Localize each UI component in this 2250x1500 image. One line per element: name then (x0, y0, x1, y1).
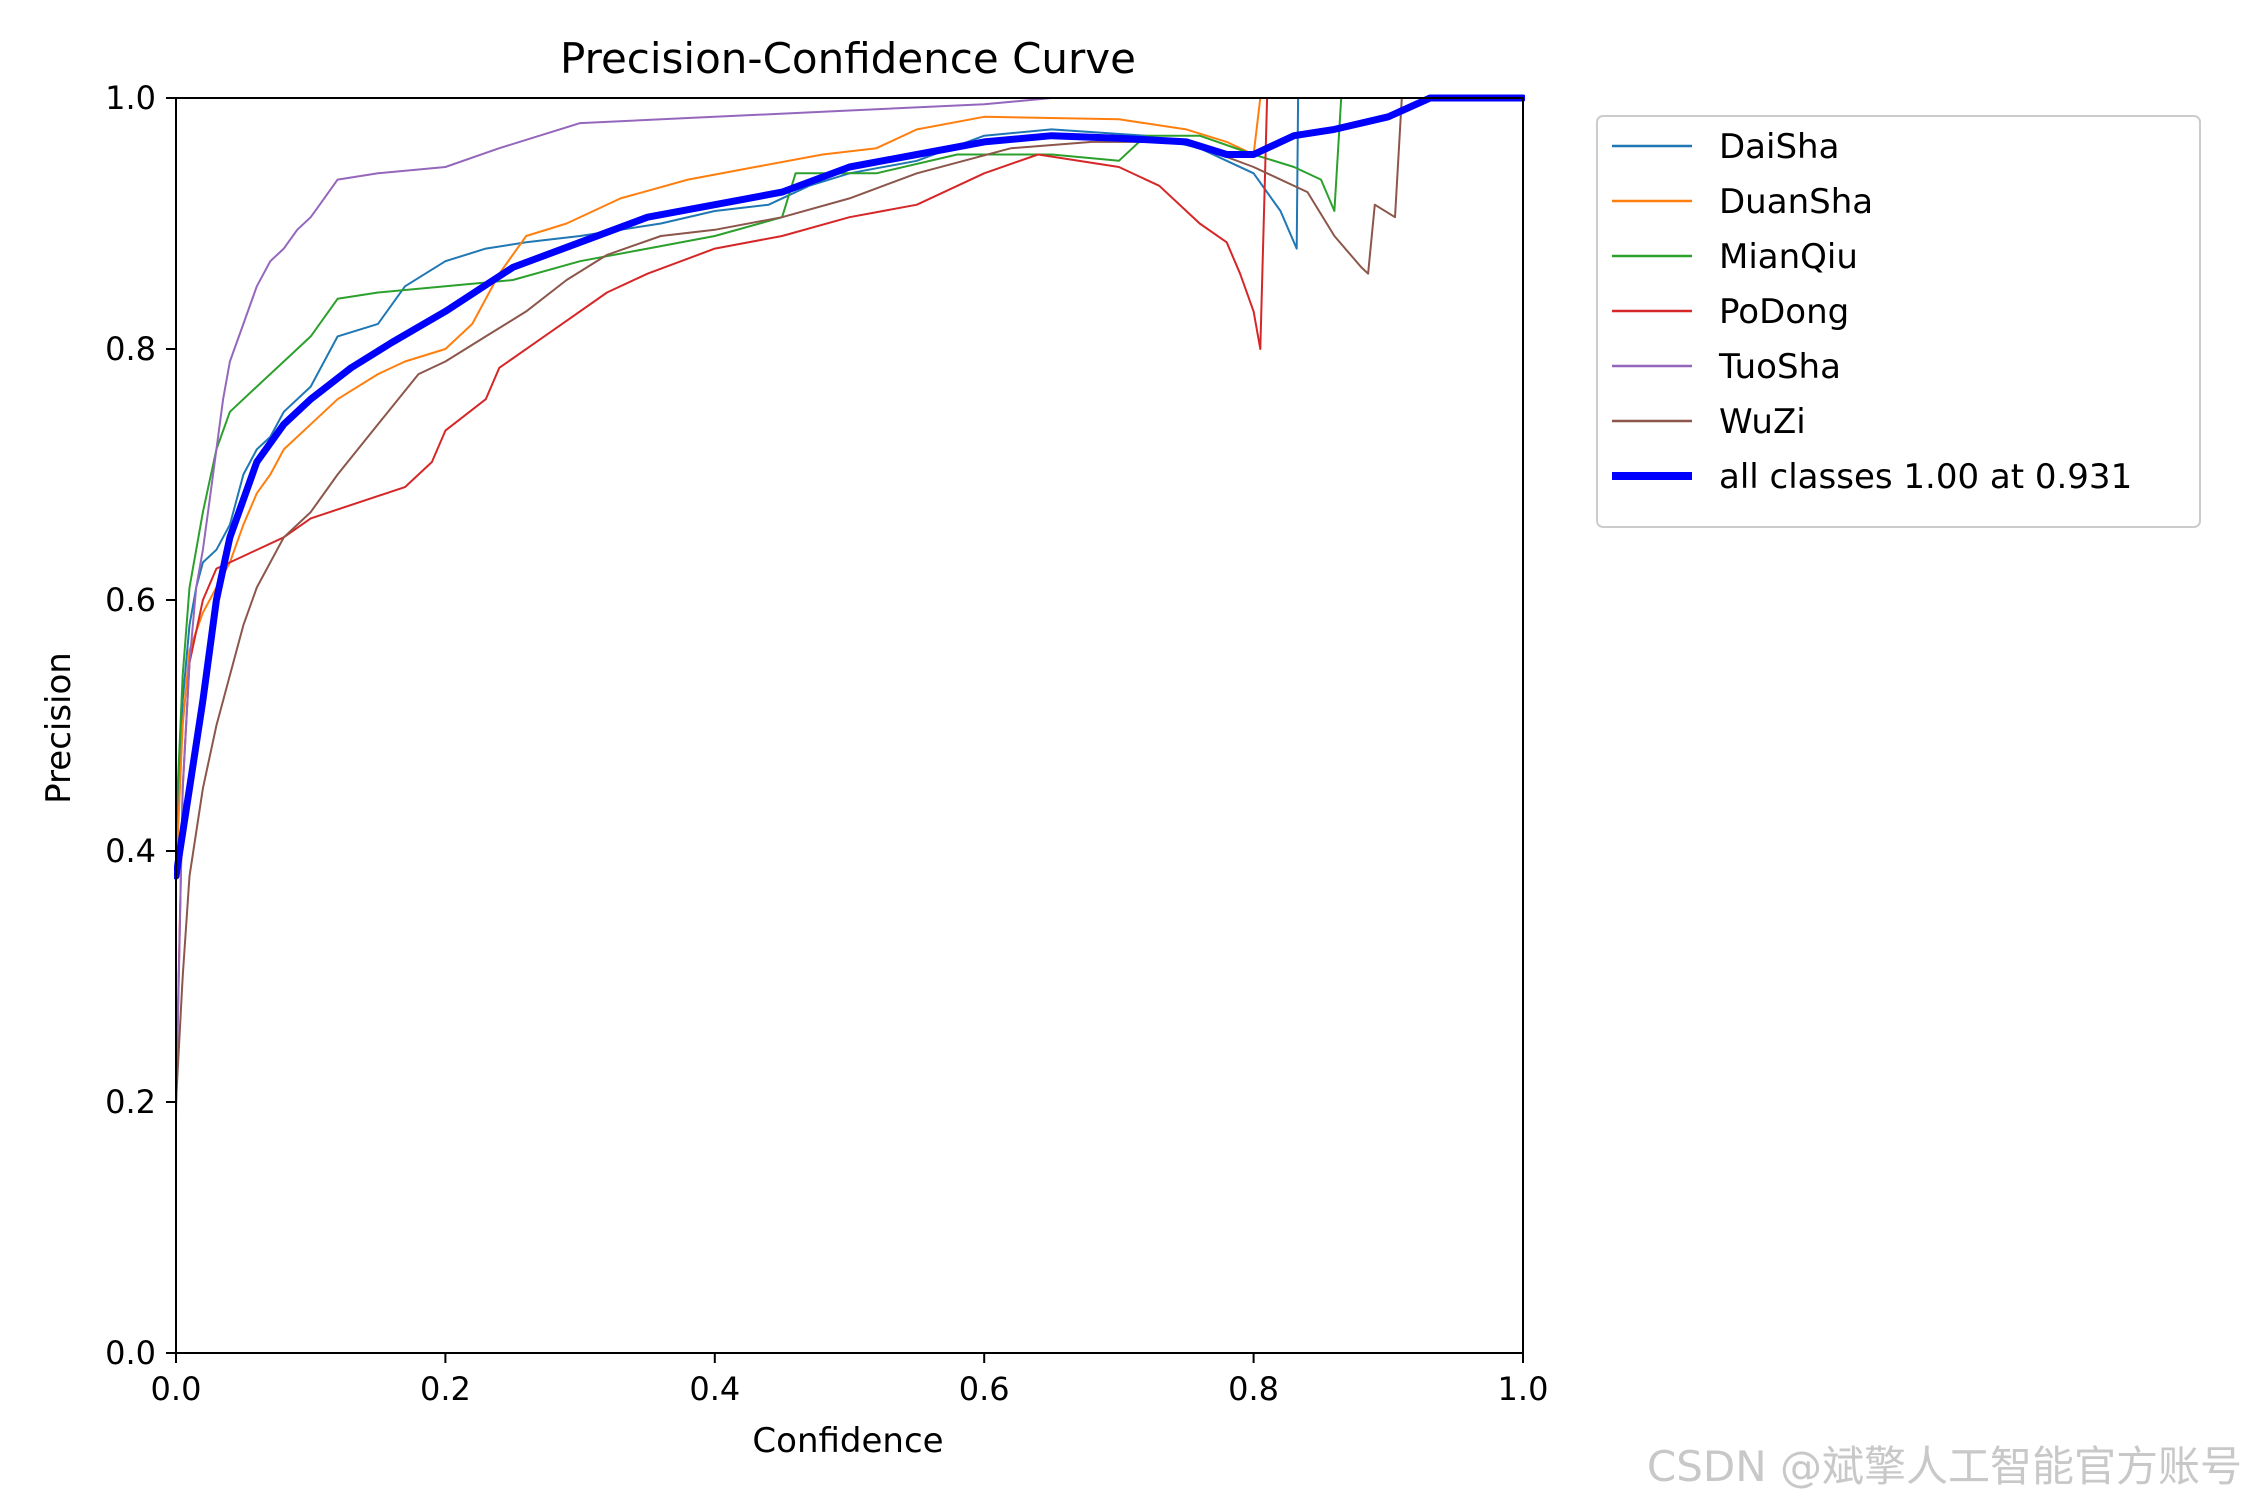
plot-frame (175, 97, 1524, 1354)
legend: DaiSha DuanSha MianQiu PoDong TuoSha WuZi all … (1596, 115, 2201, 528)
x-axis-label: Confidence (752, 1421, 943, 1461)
series-line-podong (175, 97, 1524, 1103)
watermark: CSDN @斌擎人工智能官方账号 (1646, 1442, 2242, 1491)
x-tick-label: 1.0 (1498, 1370, 1549, 1408)
legend-label: MianQiu (1719, 237, 1858, 277)
legend-label: all classes 1.00 at 0.931 (1719, 457, 2132, 497)
x-tick-label: 0.2 (420, 1370, 471, 1408)
y-tick-label: 0.4 (105, 832, 156, 870)
chart-title: Precision-Confidence Curve (560, 34, 1136, 83)
y-tick-label: 0.8 (105, 330, 156, 368)
series-line-tuosha (175, 97, 1524, 1116)
y-tick-label: 0.0 (105, 1334, 156, 1372)
x-tick-label: 0.8 (1228, 1370, 1279, 1408)
x-tick-label: 0.4 (689, 1370, 740, 1408)
legend-label: TuoSha (1718, 347, 1841, 387)
series-line-daisha (175, 97, 1524, 852)
y-axis-label: Precision (39, 652, 79, 804)
series-line-all-classes-1-00-at-0-931 (174, 94, 1525, 880)
plot-area (174, 94, 1525, 1116)
legend-frame (1596, 115, 2201, 528)
y-tick-label: 0.2 (105, 1083, 156, 1121)
legend-label: WuZi (1719, 402, 1806, 442)
series-line-mianqiu (175, 97, 1524, 827)
x-tick-label: 0.0 (151, 1370, 202, 1408)
y-tick-label: 0.6 (105, 581, 156, 619)
axes: 0.0 0.2 0.4 0.6 0.8 1.0 0.0 0.2 0.4 0.6 0.8 1.0 (105, 79, 1548, 1408)
legend-label: DaiSha (1719, 127, 1839, 167)
x-tick-label: 0.6 (959, 1370, 1010, 1408)
series-line-duansha (175, 97, 1524, 878)
legend-label: PoDong (1719, 292, 1849, 332)
y-tick-label: 1.0 (105, 79, 156, 117)
series-line-wuzi (175, 97, 1524, 1103)
legend-label: DuanSha (1719, 182, 1873, 222)
